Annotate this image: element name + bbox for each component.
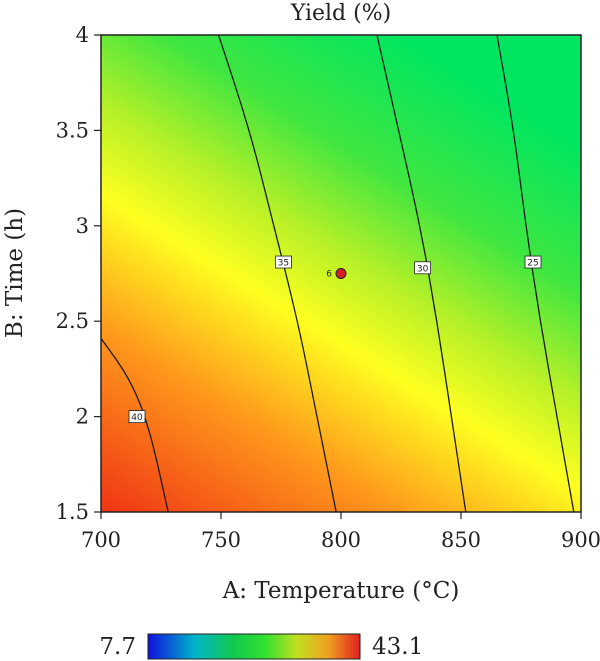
contour-tag-box [524,255,542,269]
contour-line-35 [217,35,337,512]
y-tick-label: 3.5 [56,118,89,142]
contour-tag-box [274,255,292,269]
legend-color-bar [147,633,361,660]
x-axis: 700 750 800 850 900 [81,512,600,552]
contour-tag-30: 30 [417,264,429,274]
x-tick-label: 800 [321,528,361,552]
contour-tag-box [414,261,432,275]
legend-max-label: 43.1 [372,634,423,660]
color-legend: 7.7 43.1 [99,633,423,660]
design-point: 6 [326,268,347,280]
chart-title: Yield (%) [290,1,391,26]
contour-tag-35: 35 [278,259,289,269]
contour-lines [101,35,575,512]
y-tick-label: 3 [76,214,89,238]
legend-min-label: 7.7 [99,634,136,660]
contour-labels: 40 35 30 25 [128,255,542,424]
contour-line-40 [101,337,169,512]
y-axis: 1.5 2 2.5 3 3.5 4 [56,23,101,524]
y-tick-label: 2.5 [56,309,89,333]
y-tick-label: 1.5 [56,500,89,524]
x-axis-label: A: Temperature (°C) [222,578,460,604]
contour-line-25 [496,35,575,512]
x-tick-label: 750 [201,528,241,552]
y-axis-label: B: Time (h) [2,208,28,338]
x-tick-label: 850 [441,528,481,552]
y-tick-label: 4 [76,23,89,47]
design-point-marker [335,268,347,279]
y-tick-label: 2 [76,405,89,429]
contour-tag-box [128,410,146,424]
contour-tag-40: 40 [131,413,143,423]
x-tick-label: 900 [561,528,600,552]
contour-line-30 [376,35,467,512]
design-point-label: 6 [326,270,332,280]
x-tick-label: 700 [81,528,121,552]
contour-tag-25: 25 [527,259,538,269]
